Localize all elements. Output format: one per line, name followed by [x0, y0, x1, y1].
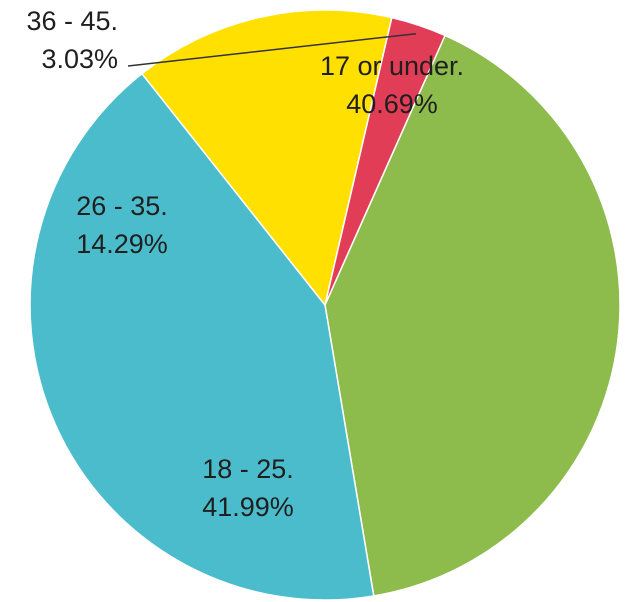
pie-slice-36-45 — [324, 16, 446, 306]
slice-category-label: 18 - 25. — [202, 454, 294, 484]
slice-label-18-25: 18 - 25. 41.99% — [202, 454, 294, 522]
slice-value-label: 40.69% — [346, 89, 438, 119]
slice-labels: 17 or under. 40.69% 18 - 25. 41.99% 26 - 35.… — [26, 6, 464, 522]
leader-lines — [127, 32, 417, 67]
slice-value-label: 14.29% — [76, 229, 168, 259]
leader-line-36-45 — [127, 32, 417, 67]
slice-category-label: 26 - 35. — [76, 191, 168, 221]
pie-slice-26-35 — [140, 9, 393, 307]
slice-value-label: 41.99% — [202, 492, 294, 522]
slice-label-36-45: 36 - 45. 3.03% — [26, 6, 118, 74]
pie-slices — [29, 9, 621, 601]
pie-slice-18-25 — [29, 72, 375, 601]
slice-label-17-or-under: 17 or under. 40.69% — [320, 51, 464, 119]
pie-slice-17-or-under — [324, 34, 621, 597]
slice-category-label: 17 or under. — [320, 51, 464, 81]
slice-label-26-35: 26 - 35. 14.29% — [76, 191, 168, 259]
slice-category-label: 36 - 45. — [26, 6, 118, 36]
slice-value-label: 3.03% — [41, 44, 118, 74]
